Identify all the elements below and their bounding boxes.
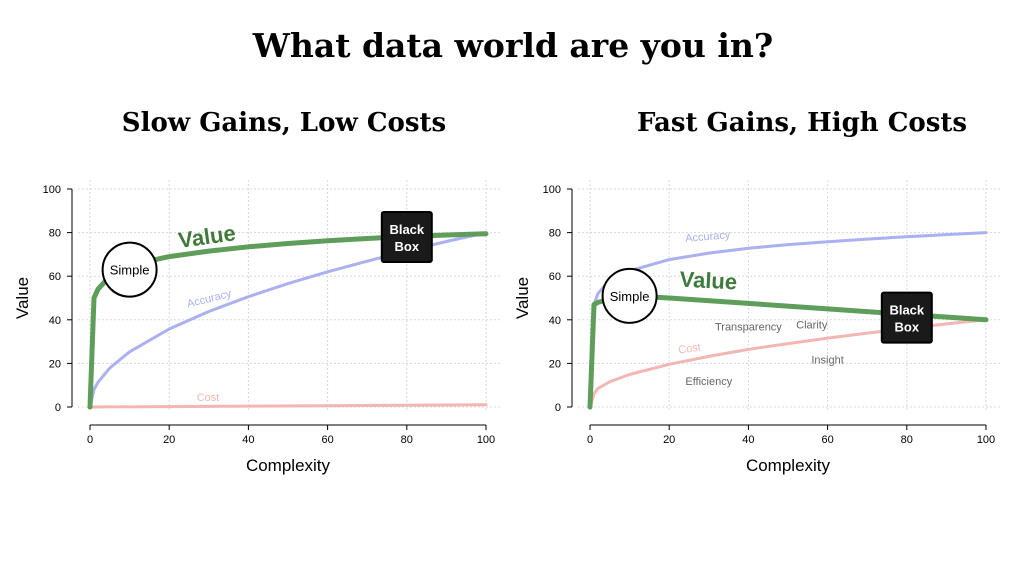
x-tick-label: 60	[821, 434, 833, 446]
y-axis-label: Value	[513, 277, 532, 319]
annotation-word: Insight	[811, 354, 843, 366]
black-box-label: Box	[395, 239, 420, 254]
y-tick-label: 60	[49, 271, 61, 283]
y-tick-label: 0	[55, 402, 61, 414]
black-box-marker	[880, 291, 933, 344]
x-tick-label: 20	[163, 434, 175, 446]
annotation-word: Clarity	[796, 320, 828, 332]
y-tick-label: 100	[543, 184, 561, 196]
x-tick-label: 100	[977, 434, 995, 446]
y-axis-label: Value	[13, 277, 32, 319]
black-box-marker	[380, 210, 433, 263]
accuracy-series-label: Accuracy	[685, 229, 732, 245]
cost-series-label: Cost	[197, 392, 220, 404]
y-tick-label: 0	[555, 402, 561, 414]
simple-marker-label: Simple	[610, 289, 650, 304]
x-tick-label: 40	[742, 434, 754, 446]
x-tick-label: 20	[663, 434, 675, 446]
black-box-label: Black	[889, 303, 924, 318]
x-axis-label: Complexity	[246, 456, 331, 475]
x-tick-label: 60	[321, 434, 333, 446]
x-tick-label: 80	[401, 434, 413, 446]
simple-marker-circle	[601, 267, 658, 324]
y-tick-label: 40	[549, 315, 561, 327]
x-tick-label: 40	[242, 434, 254, 446]
x-tick-label: 80	[901, 434, 913, 446]
right-chart: 0 20 40 60 80 100 0 20 40 60 80 100 Complexity Value V…	[513, 180, 1000, 475]
value-series-label: Value	[679, 267, 738, 295]
x-tick-label: 0	[587, 434, 593, 446]
y-tick-label: 80	[549, 228, 561, 240]
y-tick-label: 80	[49, 228, 61, 240]
simple-marker-label: Simple	[110, 263, 150, 278]
x-tick-label: 100	[477, 434, 495, 446]
black-box-label: Black	[389, 222, 424, 237]
black-box-label: Box	[895, 320, 920, 335]
main-title: What data world are you in?	[252, 26, 774, 65]
series-line-cost	[88, 403, 488, 409]
x-tick-label: 0	[87, 434, 93, 446]
annotation-word: Transparency	[715, 322, 782, 334]
y-tick-label: 60	[549, 271, 561, 283]
y-tick-label: 40	[49, 315, 61, 327]
cost-series-label: Cost	[678, 342, 702, 357]
accuracy-series-label: Accuracy	[186, 288, 233, 311]
right-panel-title: Fast Gains, High Costs	[636, 108, 968, 138]
y-tick-label: 20	[549, 358, 561, 370]
y-tick-label: 20	[49, 358, 61, 370]
left-panel-title: Slow Gains, Low Costs	[121, 108, 447, 138]
x-axis-label: Complexity	[746, 456, 831, 475]
y-tick-label: 100	[43, 184, 61, 196]
annotation-word: Efficiency	[685, 376, 732, 388]
simple-marker-circle	[101, 241, 158, 298]
series-line-accuracy	[588, 231, 988, 409]
